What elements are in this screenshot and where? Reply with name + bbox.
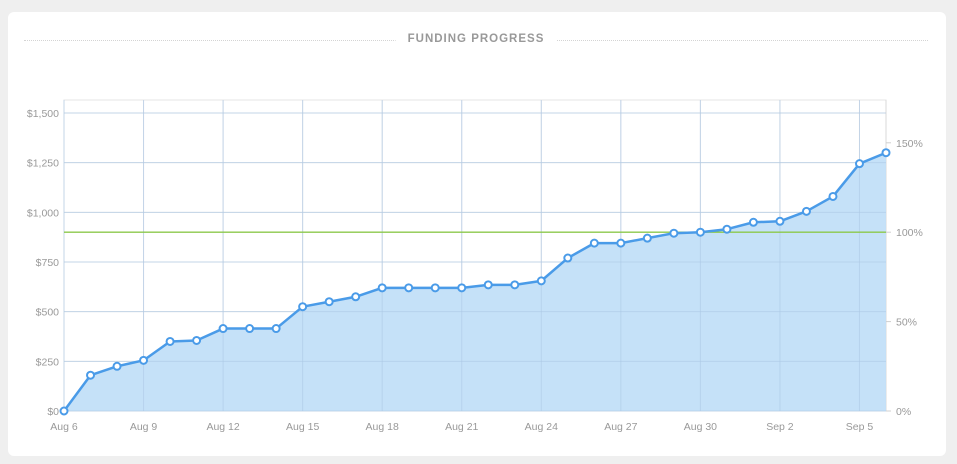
data-point (589, 238, 599, 248)
data-point (563, 253, 573, 263)
area-fill (64, 152, 886, 411)
y2-tick-label: 150% (896, 138, 923, 150)
data-point (245, 324, 255, 334)
data-point (192, 335, 202, 345)
data-point (271, 324, 281, 334)
y2-tick-label: 100% (896, 227, 923, 239)
data-point (324, 297, 334, 307)
x-tick-label: Aug 6 (50, 421, 78, 433)
data-point (881, 148, 891, 158)
data-point (695, 227, 705, 237)
y2-tick-label: 50% (896, 317, 917, 329)
x-tick-label: Aug 24 (525, 421, 558, 433)
data-point (722, 224, 732, 234)
data-point (377, 283, 387, 293)
data-point (828, 191, 838, 201)
x-tick-label: Aug 27 (604, 421, 637, 433)
x-tick-label: Sep 2 (766, 421, 794, 433)
data-point (430, 283, 440, 293)
y2-tick-label: 0% (896, 406, 911, 418)
x-tick-label: Aug 21 (445, 421, 478, 433)
title-divider: FUNDING PROGRESS (24, 33, 928, 53)
data-point (483, 280, 493, 290)
y-tick-label: $500 (36, 307, 60, 319)
data-point (457, 283, 467, 293)
y-tick-label: $1,500 (27, 108, 59, 120)
x-tick-label: Aug 9 (130, 421, 158, 433)
y-tick-label: $1,250 (27, 158, 59, 170)
data-point (298, 302, 308, 312)
data-point (616, 238, 626, 248)
data-point (86, 370, 96, 380)
x-tick-label: Aug 18 (366, 421, 399, 433)
y-tick-label: $750 (36, 257, 60, 269)
data-point (536, 276, 546, 286)
data-point (775, 216, 785, 226)
data-point (510, 280, 520, 290)
data-point (165, 336, 175, 346)
data-point (351, 292, 361, 302)
series-line (62, 151, 887, 412)
data-point (139, 355, 149, 365)
data-point (218, 324, 228, 334)
chart-title: FUNDING PROGRESS (395, 33, 557, 45)
x-tick-label: Aug 15 (286, 421, 319, 433)
y-tick-label: $1,000 (27, 207, 59, 219)
data-point (642, 233, 652, 243)
y-tick-label: $250 (36, 356, 60, 368)
y-tick-label: $0 (47, 406, 59, 418)
x-tick-label: Aug 30 (684, 421, 717, 433)
data-point (801, 206, 811, 216)
x-tick-label: Aug 12 (206, 421, 239, 433)
data-point (854, 159, 864, 169)
data-point (404, 283, 414, 293)
data-point (748, 217, 758, 227)
data-point (669, 228, 679, 238)
x-tick-label: Sep 5 (846, 421, 874, 433)
data-point (112, 361, 122, 371)
data-point (59, 406, 69, 416)
